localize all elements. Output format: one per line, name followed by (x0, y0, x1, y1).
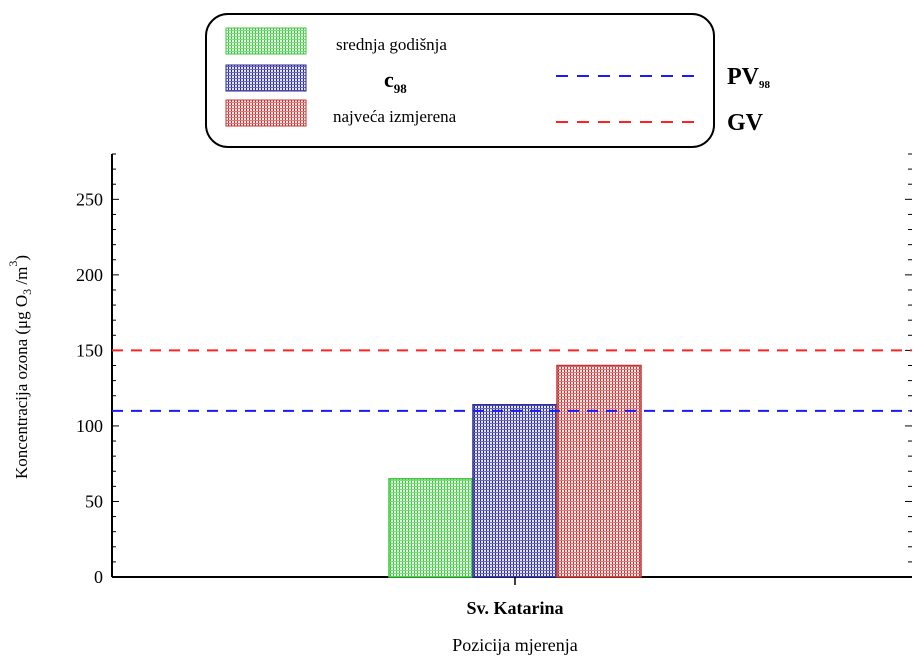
y-tick-label: 0 (94, 567, 103, 587)
x-axis-label: Pozicija mjerenja (452, 635, 577, 655)
legend-label-1: srednja godišnja (336, 35, 447, 54)
legend-line-label-2: GV (727, 110, 764, 136)
legend-line-label-1: PV98 (727, 64, 771, 91)
y-tick-label: 100 (76, 416, 103, 436)
x-tick-label: Sv. Katarina (466, 598, 563, 618)
bar-3 (556, 364, 642, 578)
reference-lines (112, 349, 912, 412)
x-axis-ticks: Sv. Katarina (466, 577, 564, 618)
y-tick-label: 250 (76, 189, 103, 209)
y-tick-label: 50 (85, 491, 103, 511)
bars (388, 364, 642, 578)
legend-swatch-2 (225, 64, 307, 92)
legend-swatch-1 (225, 27, 307, 55)
bar-2 (472, 404, 558, 578)
y-axis-ticks: 0 50 100 150 200 250 (76, 153, 912, 587)
legend-swatch-3 (225, 99, 307, 127)
legend-box (205, 13, 715, 148)
legend-label-3: najveća izmjerena (333, 107, 457, 126)
y-tick-label: 200 (76, 265, 103, 285)
y-axis-label: Koncentracija ozona (μg O3 /m3) (6, 255, 34, 479)
y-tick-label: 150 (76, 340, 103, 360)
bar-1 (388, 478, 474, 578)
